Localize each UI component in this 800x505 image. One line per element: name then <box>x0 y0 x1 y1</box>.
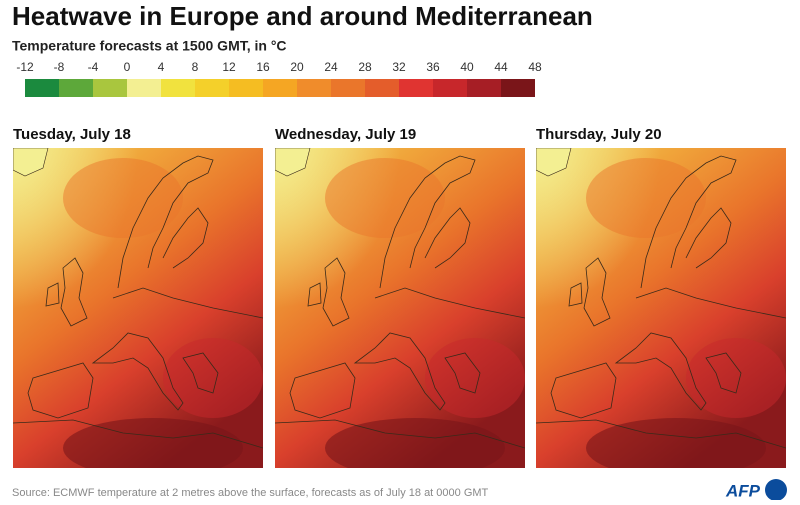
legend-swatch <box>229 79 263 97</box>
legend-tick-label: 8 <box>192 60 199 74</box>
map-panel: Tuesday, July 18 <box>13 126 263 468</box>
legend-swatch <box>467 79 501 97</box>
legend-tick-label: 20 <box>290 60 304 74</box>
legend-swatch <box>331 79 365 97</box>
legend-swatch <box>161 79 195 97</box>
map <box>536 148 786 468</box>
legend-tick-label: 4 <box>158 60 165 74</box>
legend-tick-label: 36 <box>426 60 440 74</box>
legend-tick-label: 12 <box>222 60 236 74</box>
legend-swatch <box>501 79 535 97</box>
legend-swatch <box>263 79 297 97</box>
legend: -12 -8 -4 0 4 8 12 16 20 24 28 32 36 40 44 48 <box>16 60 542 97</box>
logo-mark <box>765 479 787 501</box>
legend-swatch <box>399 79 433 97</box>
legend-swatch <box>433 79 467 97</box>
legend-tick-label: -12 <box>16 60 34 74</box>
panel-label: Wednesday, July 19 <box>275 126 416 143</box>
legend-swatch <box>365 79 399 97</box>
panel-label: Tuesday, July 18 <box>13 126 131 143</box>
legend-tick-label: 48 <box>528 60 542 74</box>
panels: Tuesday, July 18 Wednesday, July 19 Thursd… <box>13 126 786 468</box>
legend-tick-label: 0 <box>124 60 131 74</box>
legend-swatch <box>59 79 93 97</box>
logo: AFP <box>725 481 761 500</box>
map <box>13 148 263 468</box>
legend-swatch <box>25 79 59 97</box>
legend-tick-label: -4 <box>88 60 99 74</box>
legend-tick-label: -8 <box>54 60 65 74</box>
legend-tick-label: 16 <box>256 60 270 74</box>
legend-swatch <box>195 79 229 97</box>
source: Source: ECMWF temperature at 2 metres ab… <box>12 487 489 499</box>
title: Heatwave in Europe and around Mediterran… <box>12 1 593 31</box>
legend-tick-label: 40 <box>460 60 474 74</box>
legend-tick-label: 24 <box>324 60 338 74</box>
legend-swatch <box>297 79 331 97</box>
map-panel: Thursday, July 20 <box>536 126 786 468</box>
panel-label: Thursday, July 20 <box>536 126 662 143</box>
legend-tick-label: 44 <box>494 60 508 74</box>
legend-tick-label: 32 <box>392 60 406 74</box>
legend-swatch <box>127 79 161 97</box>
subtitle: Temperature forecasts at 1500 GMT, in °C <box>12 38 287 54</box>
legend-tick-label: 28 <box>358 60 372 74</box>
map <box>275 148 525 468</box>
legend-swatch <box>93 79 127 97</box>
map-panel: Wednesday, July 19 <box>275 126 525 468</box>
